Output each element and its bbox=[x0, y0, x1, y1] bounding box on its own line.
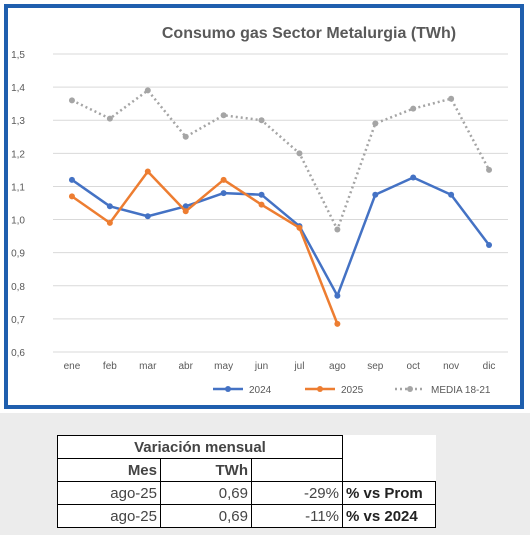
data-point bbox=[410, 174, 417, 181]
data-point bbox=[334, 320, 341, 327]
data-point bbox=[448, 95, 455, 102]
data-point bbox=[144, 168, 151, 175]
row-twh: 0,69 bbox=[160, 481, 252, 505]
chart-frame: Consumo gas Sector Metalurgia (TWh) 0,6 0… bbox=[4, 4, 524, 409]
x-axis-tick-labels: ene feb mar abr may jun jul ago sep oct nov dic bbox=[64, 361, 496, 372]
data-point bbox=[372, 191, 379, 198]
table-row: ago-25 0,69 -29% % vs Prom bbox=[57, 481, 436, 505]
y-tick-label: 1,4 bbox=[11, 83, 25, 94]
data-point bbox=[106, 115, 113, 122]
y-tick-label: 1,1 bbox=[11, 182, 25, 193]
data-point bbox=[106, 203, 113, 210]
legend-marker bbox=[225, 386, 231, 392]
y-tick-label: 0,7 bbox=[11, 315, 25, 326]
row-label: % vs 2024 bbox=[342, 504, 436, 528]
data-point bbox=[296, 150, 303, 157]
series-2025 bbox=[68, 168, 341, 327]
y-tick-label: 0,8 bbox=[11, 282, 25, 293]
data-point bbox=[372, 120, 379, 127]
data-point bbox=[296, 224, 303, 231]
table-header-row: Mes TWh bbox=[57, 458, 436, 482]
chart-title: Consumo gas Sector Metalurgia (TWh) bbox=[162, 25, 456, 42]
y-tick-label: 1,5 bbox=[11, 50, 25, 61]
row-mes: ago-25 bbox=[57, 504, 161, 528]
data-point bbox=[68, 176, 75, 183]
x-tick-label: abr bbox=[178, 361, 193, 372]
header-mes: Mes bbox=[57, 458, 161, 482]
series-line bbox=[71, 170, 339, 325]
y-tick-label: 1,0 bbox=[11, 216, 25, 227]
data-point bbox=[68, 97, 75, 104]
data-point bbox=[182, 203, 189, 210]
data-point bbox=[144, 213, 151, 220]
data-point bbox=[106, 219, 113, 226]
data-point bbox=[68, 193, 75, 200]
header-twh: TWh bbox=[160, 458, 252, 482]
series-line bbox=[71, 176, 491, 297]
line-chart: Consumo gas Sector Metalurgia (TWh) 0,60… bbox=[11, 25, 508, 396]
y-tick-label: 1,2 bbox=[11, 149, 25, 160]
data-point bbox=[144, 87, 151, 94]
legend: 2024 2025 MEDIA 18-21 bbox=[213, 385, 491, 396]
y-axis-tick-labels: 0,6 0,7 0,8 0,9 1,0 1,1 1,2 1,3 1,4 1,5 bbox=[11, 50, 25, 359]
data-point bbox=[220, 176, 227, 183]
x-tick-label: sep bbox=[367, 361, 384, 372]
legend-label: 2025 bbox=[341, 385, 364, 396]
y-tick-label: 0,6 bbox=[11, 348, 25, 359]
y-tick-label: 0,9 bbox=[11, 249, 25, 260]
x-tick-label: may bbox=[214, 361, 233, 372]
x-tick-label: ago bbox=[329, 361, 346, 372]
data-point bbox=[448, 191, 455, 198]
x-tick-label: dic bbox=[483, 361, 496, 372]
gridlines bbox=[53, 53, 508, 353]
table-row: ago-25 0,69 -11% % vs 2024 bbox=[57, 504, 436, 528]
data-point bbox=[334, 226, 341, 233]
legend-marker bbox=[407, 386, 413, 392]
data-point bbox=[258, 191, 265, 198]
y-tick-label: 1,3 bbox=[11, 116, 25, 127]
row-label: % vs Prom bbox=[342, 481, 436, 505]
series-media-18-21 bbox=[68, 87, 493, 233]
legend-label: 2024 bbox=[249, 385, 272, 396]
variation-table: Variación mensual Mes TWh ago-25 0,69 -2… bbox=[57, 435, 436, 528]
x-tick-label: jun bbox=[254, 361, 268, 372]
data-point bbox=[258, 117, 265, 124]
legend-label: MEDIA 18-21 bbox=[431, 385, 491, 396]
data-point bbox=[182, 208, 189, 215]
x-tick-label: jul bbox=[293, 361, 304, 372]
x-tick-label: ene bbox=[64, 361, 81, 372]
table-title: Variación mensual bbox=[57, 435, 343, 459]
data-point bbox=[410, 105, 417, 112]
x-tick-label: nov bbox=[443, 361, 459, 372]
data-point bbox=[220, 112, 227, 119]
x-tick-label: feb bbox=[103, 361, 117, 372]
header-empty bbox=[251, 458, 343, 482]
row-twh: 0,69 bbox=[160, 504, 252, 528]
x-tick-label: oct bbox=[407, 361, 421, 372]
row-pct: -11% bbox=[251, 504, 343, 528]
data-point bbox=[486, 166, 493, 173]
legend-marker bbox=[317, 386, 323, 392]
x-tick-label: mar bbox=[139, 361, 157, 372]
data-point bbox=[486, 242, 493, 249]
data-point bbox=[220, 190, 227, 197]
series-lines bbox=[68, 87, 493, 327]
series-line bbox=[71, 89, 491, 231]
data-point bbox=[258, 201, 265, 208]
table-title-row: Variación mensual bbox=[57, 435, 436, 459]
series-2024 bbox=[68, 174, 493, 299]
row-pct: -29% bbox=[251, 481, 343, 505]
data-point bbox=[182, 133, 189, 140]
row-mes: ago-25 bbox=[57, 481, 161, 505]
data-point bbox=[334, 292, 341, 299]
